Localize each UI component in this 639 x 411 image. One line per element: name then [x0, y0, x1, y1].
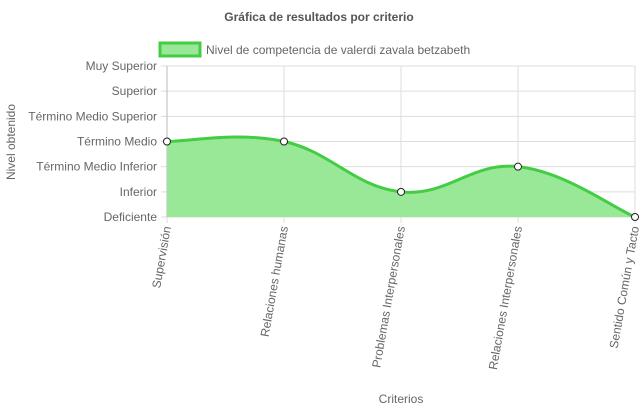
- x-tick-label: Relaciones Interpersonales: [486, 225, 525, 371]
- x-axis-ticks: Supervisión Relaciones humanas Problemas I…: [149, 225, 639, 371]
- data-point[interactable]: [514, 162, 522, 171]
- y-tick-label: Inferior: [120, 185, 157, 199]
- data-point[interactable]: [631, 213, 639, 221]
- y-tick-label: Deficiente: [104, 210, 158, 224]
- chart-title: Gráfica de resultados por criterio: [224, 10, 413, 24]
- y-tick-label: Término Medio Inferior: [36, 160, 157, 174]
- x-tick-label: Problemas Interpersonales: [369, 225, 408, 369]
- x-tick-label: Sentido Común y Tacto: [607, 225, 639, 350]
- data-point[interactable]: [397, 187, 405, 196]
- x-tick-label: Supervisión: [149, 225, 174, 289]
- y-tick-label: Término Medio Superior: [28, 109, 157, 123]
- legend[interactable]: Nivel de competencia de valerdi zavala b…: [158, 41, 470, 58]
- data-points: [163, 137, 639, 221]
- data-point[interactable]: [280, 137, 288, 146]
- legend-swatch: [158, 41, 202, 58]
- y-tick-label: Muy Superior: [86, 59, 157, 73]
- y-tick-label: Término Medio: [77, 135, 157, 149]
- legend-label: Nivel de competencia de valerdi zavala b…: [206, 43, 470, 57]
- y-axis-ticks: Deficiente Inferior Término Medio Inferior…: [28, 59, 157, 224]
- data-point[interactable]: [163, 137, 171, 146]
- y-axis-label: Nivel obtenido: [4, 104, 18, 180]
- x-tick-label: Relaciones humanas: [258, 225, 291, 338]
- x-axis-label: Criterios: [379, 392, 424, 406]
- series-area: [167, 137, 635, 217]
- y-tick-label: Superior: [112, 84, 157, 98]
